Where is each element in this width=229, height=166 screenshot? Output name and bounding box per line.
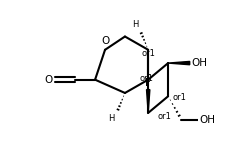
Text: H: H — [108, 114, 114, 123]
Polygon shape — [146, 90, 149, 113]
Text: OH: OH — [199, 115, 215, 124]
Text: F: F — [145, 78, 150, 88]
Text: H: H — [131, 20, 138, 29]
Polygon shape — [167, 61, 189, 65]
Text: OH: OH — [191, 58, 207, 68]
Text: O: O — [44, 75, 52, 85]
Text: or1: or1 — [157, 112, 170, 121]
Text: or1: or1 — [141, 49, 155, 58]
Text: O: O — [101, 36, 109, 46]
Text: or1: or1 — [139, 74, 152, 83]
Text: or1: or1 — [172, 93, 185, 102]
